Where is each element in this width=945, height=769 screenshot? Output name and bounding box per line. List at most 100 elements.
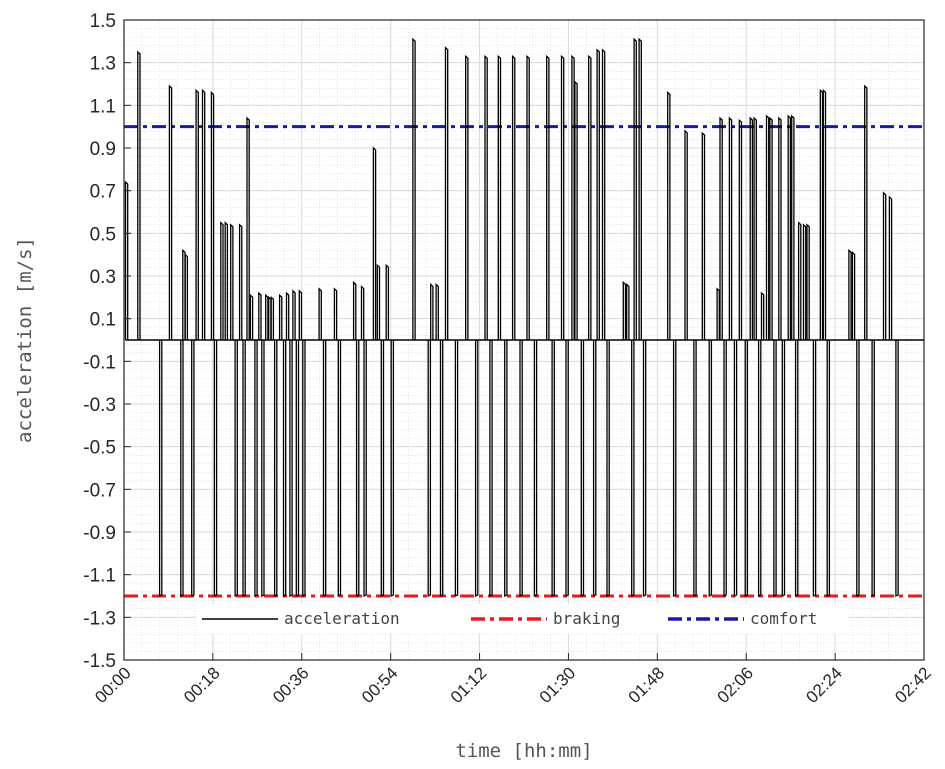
braking-spike: [213, 340, 218, 598]
legend-label-comfort: comfort: [750, 609, 817, 628]
braking-spike: [234, 340, 238, 598]
acceleration-spike: [701, 131, 706, 340]
legend-label-acceleration: acceleration: [284, 609, 400, 628]
acceleration-spike: [753, 116, 757, 340]
acceleration-spike: [385, 263, 390, 340]
braking-spike: [158, 340, 163, 598]
braking-spike: [474, 340, 479, 598]
acceleration-spike: [238, 223, 243, 340]
acceleration-spike: [819, 88, 824, 340]
acceleration-spike: [497, 54, 502, 340]
braking-spike: [533, 340, 538, 598]
y-axis-label: acceleration [m/s]: [14, 237, 36, 443]
acceleration-spike: [560, 54, 565, 340]
y-tick-label: -0.1: [83, 352, 116, 373]
braking-spike: [427, 340, 432, 598]
y-tick-label: 0.3: [90, 267, 116, 288]
y-tick-label: 0.1: [90, 310, 116, 331]
braking-spike: [289, 340, 293, 598]
y-tick-label: -0.5: [83, 438, 116, 459]
acceleration-spike: [484, 54, 488, 340]
braking-spike: [871, 340, 875, 598]
x-axis-label: time [hh:mm]: [455, 740, 592, 762]
acceleration-spike: [546, 54, 550, 340]
braking-spike: [180, 340, 184, 598]
y-tick-label: -1.3: [83, 608, 116, 629]
acceleration-spike: [684, 129, 688, 340]
plot-frame: [123, 19, 925, 661]
braking-spike: [254, 340, 258, 598]
acceleration-spike: [728, 116, 733, 340]
acceleration-spike: [258, 291, 262, 340]
acceleration-spike: [230, 223, 234, 340]
acceleration-spike: [791, 114, 795, 340]
acceleration-spike: [292, 289, 296, 340]
y-tick-label: -0.3: [83, 395, 116, 416]
acceleration-spike: [797, 221, 802, 340]
acceleration-spike: [848, 248, 852, 340]
braking-spike: [565, 340, 569, 598]
acceleration-spike: [622, 280, 627, 340]
braking-spike: [295, 340, 300, 598]
braking-spike: [723, 340, 727, 598]
x-tick-label: 02:42: [891, 663, 935, 707]
braking-spike: [363, 340, 367, 598]
y-tick-label: 0.5: [90, 224, 116, 245]
braking-spike: [708, 340, 713, 598]
braking-spike: [856, 340, 860, 598]
braking-spike: [454, 340, 459, 598]
acceleration-spike: [822, 88, 827, 340]
y-tick-label: 0.7: [90, 182, 116, 203]
braking-spike: [757, 340, 762, 598]
acceleration-spike: [882, 191, 887, 340]
acceleration-spike: [851, 251, 856, 340]
acceleration-spike: [588, 54, 592, 340]
braking-spike: [592, 340, 597, 598]
acceleration-spike: [137, 50, 141, 340]
acceleration-spike: [749, 116, 754, 340]
acceleration-spike: [201, 88, 206, 340]
acceleration-spike: [802, 223, 807, 340]
acceleration-spike: [638, 37, 642, 340]
braking-spike: [812, 340, 817, 598]
x-tick-label: 00:54: [358, 663, 402, 707]
braking-spike: [631, 340, 635, 598]
braking-spike: [606, 340, 610, 598]
y-tick-label: -1.5: [83, 651, 116, 672]
braking-spike: [826, 340, 831, 598]
acceleration-series: [124, 37, 924, 598]
x-tick-label: 02:24: [802, 663, 846, 707]
acceleration-spike: [864, 84, 868, 340]
y-tick-label: 1.3: [90, 54, 116, 75]
braking-spike: [489, 340, 493, 598]
braking-spike: [273, 340, 278, 598]
braking-spike: [302, 340, 306, 598]
acceleration-spike: [738, 118, 743, 340]
braking-spike: [322, 340, 327, 598]
acceleration-spike: [298, 289, 303, 340]
acceleration-spike: [719, 116, 723, 340]
acceleration-spike: [246, 116, 250, 340]
x-tick-label: 01:30: [536, 663, 580, 707]
braking-spike: [355, 340, 360, 598]
acceleration-spike: [318, 287, 322, 340]
acceleration-spike: [778, 116, 782, 340]
braking-spike: [580, 340, 585, 598]
y-tick-label: -0.7: [83, 480, 116, 501]
braking-spike: [242, 340, 246, 598]
acceleration-spike: [195, 88, 199, 340]
acceleration-spike: [224, 221, 229, 340]
braking-spike: [519, 340, 523, 598]
braking-spike: [504, 340, 508, 598]
y-tick-label: 1.1: [90, 96, 116, 117]
braking-spike: [733, 340, 738, 598]
x-tick-label: 01:12: [447, 663, 491, 707]
acceleration-spike: [596, 48, 600, 340]
acceleration-spike: [333, 287, 338, 340]
x-axis: 00:00 00:18 00:36 00:54 01:12 01:30 01:48 02:06…: [91, 653, 935, 707]
braking-spike: [551, 340, 555, 598]
acceleration-spike: [360, 285, 365, 340]
x-tick-label: 00:36: [269, 663, 313, 707]
braking-spike: [672, 340, 677, 598]
acceleration-spike: [571, 54, 575, 340]
